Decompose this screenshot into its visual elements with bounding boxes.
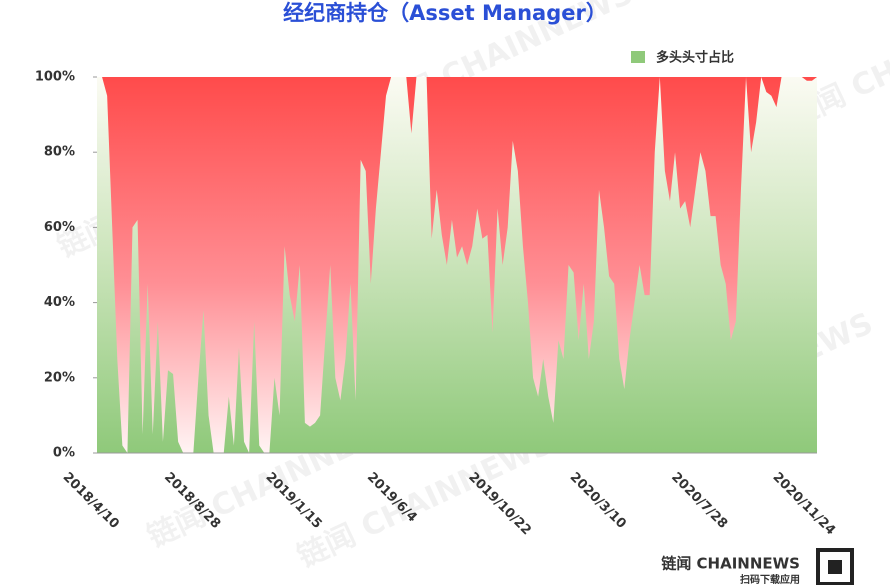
x-tick-label: 2020/7/28 — [668, 470, 730, 532]
x-tick-label: 2020/3/10 — [567, 470, 629, 532]
y-tick-label: 60% — [44, 220, 75, 235]
chart-title: 经纪商持仓（Asset Manager） — [283, 1, 607, 25]
logo: 链闻 CHAINNEWS — [661, 555, 800, 573]
y-tick-label: 20% — [44, 370, 75, 385]
x-tick-label: 2020/11/24 — [770, 470, 838, 538]
plot: 0%20%40%60%80%100%2018/4/10 2018/8/28 2019… — [35, 70, 838, 539]
logo-caption: 扫码下载应用 — [740, 573, 800, 585]
x-tick-label: 2018/4/10 — [60, 470, 122, 532]
legend-label: 多头头寸占比 — [656, 50, 734, 66]
y-tick-label: 40% — [44, 295, 75, 310]
y-tick-label: 0% — [53, 446, 75, 461]
legend-swatch — [631, 51, 645, 63]
y-tick-label: 80% — [44, 145, 75, 160]
qr-code-center — [828, 560, 842, 574]
area — [97, 77, 817, 453]
y-tick-label: 100% — [35, 70, 75, 85]
